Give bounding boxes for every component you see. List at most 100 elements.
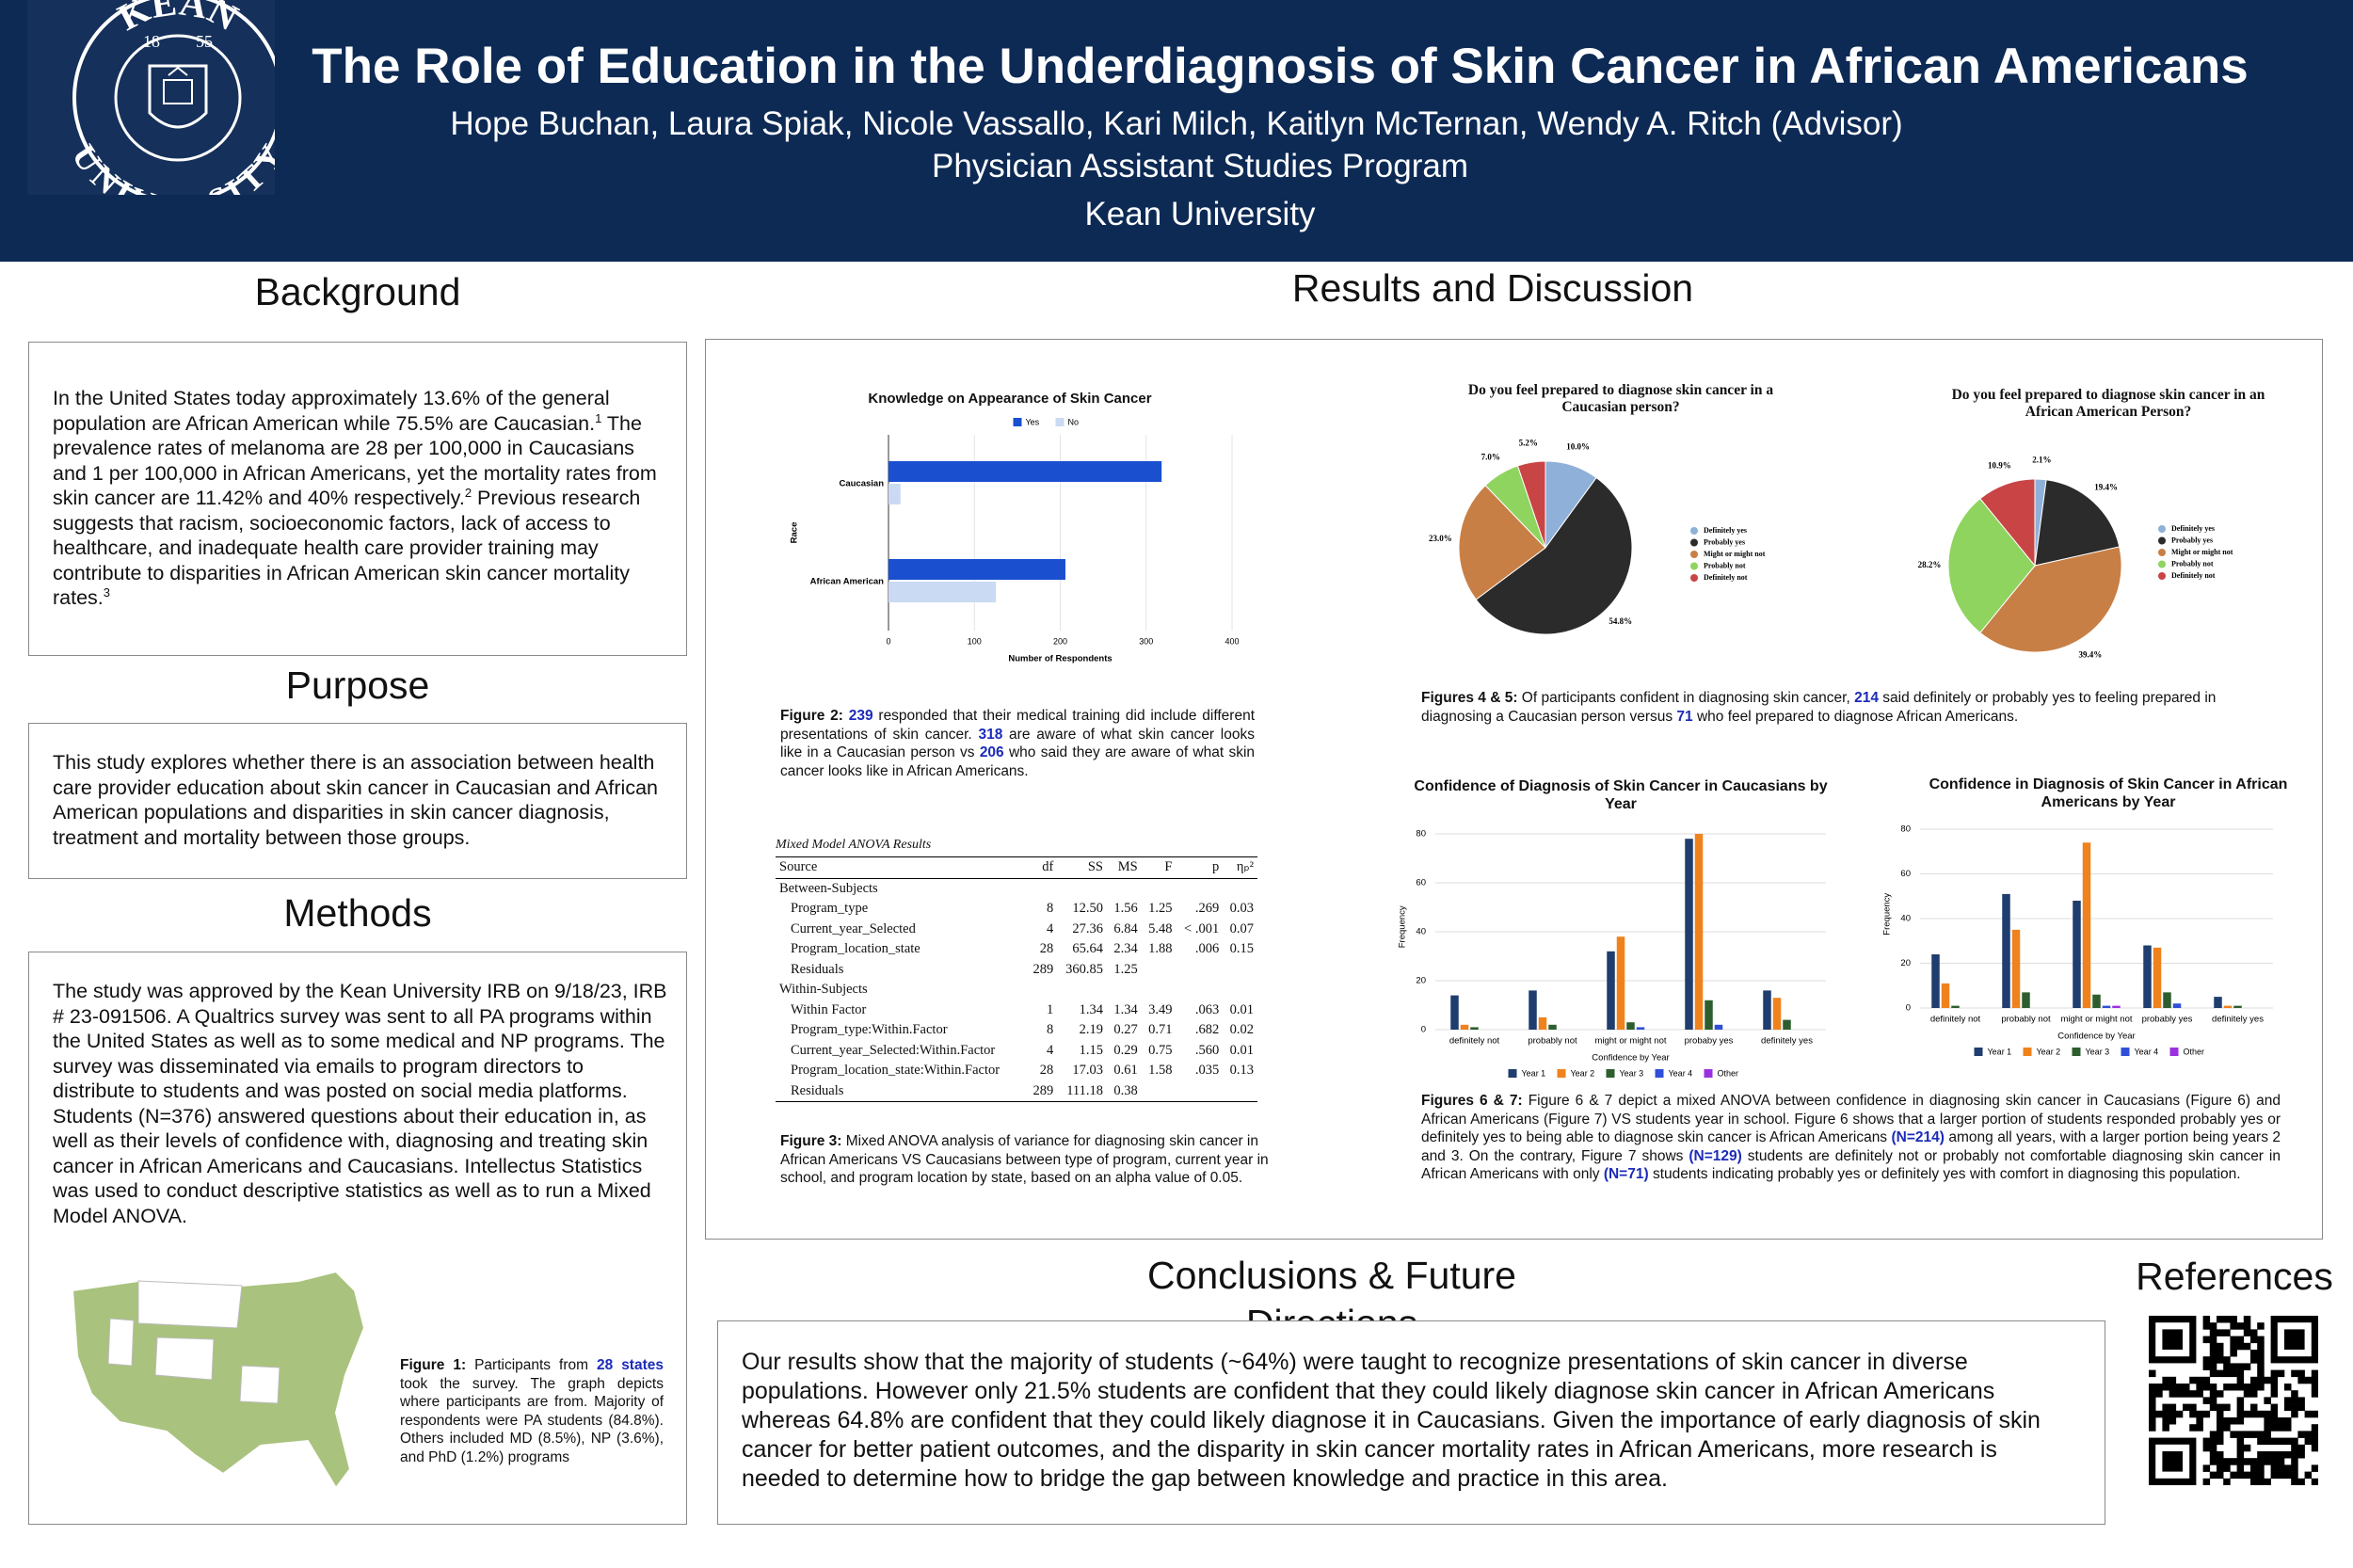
qr-module — [2270, 1390, 2279, 1398]
caption-label: Figure 1: — [400, 1357, 467, 1373]
qr-module — [2155, 1410, 2163, 1418]
qr-module — [2189, 1390, 2197, 1398]
qr-module — [2243, 1316, 2251, 1323]
qr-module — [2196, 1376, 2203, 1384]
qr-module — [2209, 1336, 2217, 1344]
bar — [2153, 947, 2162, 1008]
x-tick-label: might or might not — [2060, 1015, 2132, 1025]
qr-module — [2189, 1376, 2197, 1384]
qr-module — [2223, 1403, 2231, 1412]
pie-slice — [1947, 498, 2036, 633]
qr-module — [2250, 1390, 2258, 1398]
qr-module — [2304, 1376, 2313, 1384]
qr-module — [2223, 1384, 2231, 1391]
qr-module — [2202, 1376, 2211, 1384]
qr-module — [2250, 1376, 2258, 1384]
qr-finder — [2284, 1329, 2305, 1350]
qr-module — [2149, 1424, 2156, 1432]
legend-label: Definitely not — [2171, 571, 2216, 580]
column-header: MS — [1107, 856, 1142, 879]
legend-label: Year 3 — [1620, 1068, 1644, 1078]
qr-module — [2230, 1322, 2237, 1330]
table-cell: 111.18 — [1057, 1080, 1107, 1102]
qr-module — [2243, 1342, 2251, 1351]
table-cell: .063 — [1194, 1001, 1220, 1017]
table-cell: 65.64 — [1072, 941, 1103, 957]
text: who feel prepared to diagnose African Am… — [1692, 708, 2019, 725]
qr-module — [2217, 1369, 2224, 1378]
text: who said they are aware of what skin can… — [780, 744, 1256, 779]
qr-module — [2217, 1390, 2224, 1398]
table-cell: 1 — [1047, 1001, 1054, 1017]
pie-slice — [1458, 485, 1546, 600]
section-heading: Purpose — [285, 664, 430, 707]
qr-module — [2202, 1384, 2211, 1391]
qr-module — [2217, 1316, 2224, 1323]
qr-module — [2250, 1431, 2258, 1438]
bar — [1450, 995, 1459, 1030]
table-cell: 289 — [1032, 961, 1054, 977]
bar — [1616, 936, 1625, 1030]
legend-swatch — [1606, 1069, 1615, 1078]
text: The prevalence rates of melanoma are 28 … — [53, 411, 657, 510]
caption-label: Figures 4 & 5: — [1421, 690, 1518, 706]
qr-module — [2169, 1410, 2177, 1418]
table-row: Program_type 8 12.50 1.56 1.25 .269 0.03 — [776, 899, 1257, 920]
qr-module — [2243, 1384, 2251, 1391]
qr-module — [2257, 1363, 2265, 1370]
figure-caption: Figure 1: Participants from 28 states to… — [400, 1356, 664, 1466]
qr-module — [2230, 1471, 2237, 1480]
qr-module — [2250, 1478, 2258, 1485]
qr-module — [2209, 1403, 2217, 1412]
qr-module — [2311, 1384, 2318, 1391]
qr-module — [2149, 1417, 2156, 1425]
qr-module — [2291, 1451, 2298, 1459]
qr-module — [2155, 1390, 2163, 1398]
highlight: (N=214) — [1891, 1129, 1945, 1145]
logo: KEAN UNIVERSITY 18 55 — [27, 0, 275, 195]
logo-year: 55 — [196, 32, 213, 51]
qr-module — [2236, 1417, 2245, 1425]
qr-module — [2217, 1350, 2224, 1357]
qr-module — [2202, 1437, 2211, 1446]
legend-swatch — [2158, 572, 2166, 580]
qr-module — [2291, 1437, 2298, 1446]
caption-label: Figure 3: — [780, 1133, 842, 1149]
bar — [2112, 1005, 2121, 1008]
legend-label: Year 2 — [1571, 1068, 1595, 1078]
highlight: (N=129) — [1689, 1147, 1742, 1164]
empty-cell — [1141, 1080, 1176, 1102]
legend-swatch — [2072, 1048, 2081, 1056]
qr-module — [2264, 1397, 2271, 1404]
qr-module — [2236, 1384, 2245, 1391]
qr-module — [2311, 1444, 2318, 1452]
qr-module — [2217, 1403, 2224, 1412]
x-tick-label: 0 — [886, 636, 890, 646]
qr-module — [2291, 1397, 2298, 1404]
qr-module — [2209, 1437, 2217, 1446]
y-axis-label: Frequency — [1398, 905, 1408, 948]
table-row: Current_year_Selected:Within.Factor 4 1.15… — [776, 1041, 1257, 1062]
qr-module — [2284, 1471, 2292, 1480]
table-cell: 1.25 — [1148, 901, 1173, 917]
qr-module — [2257, 1369, 2265, 1378]
bar — [1460, 1024, 1469, 1030]
legend-swatch — [1690, 527, 1698, 535]
qr-module — [2264, 1431, 2271, 1438]
purpose-box: This study explores whether there is an … — [28, 723, 687, 879]
qr-module — [2257, 1342, 2265, 1351]
table-cell: Residuals — [791, 961, 844, 977]
purpose-text: This study explores whether there is an … — [53, 751, 658, 849]
qr-module — [2243, 1431, 2251, 1438]
qr-module — [2264, 1424, 2271, 1432]
qr-module — [2230, 1336, 2237, 1344]
qr-module — [2311, 1437, 2318, 1446]
qr-module — [2209, 1384, 2217, 1391]
qr-code — [2149, 1316, 2318, 1485]
legend-swatch — [1055, 418, 1064, 426]
legend-label: Might or might not — [2171, 548, 2233, 556]
map-states — [71, 1270, 366, 1490]
qr-module — [2250, 1403, 2258, 1412]
slice-label: 39.4% — [2078, 649, 2102, 659]
